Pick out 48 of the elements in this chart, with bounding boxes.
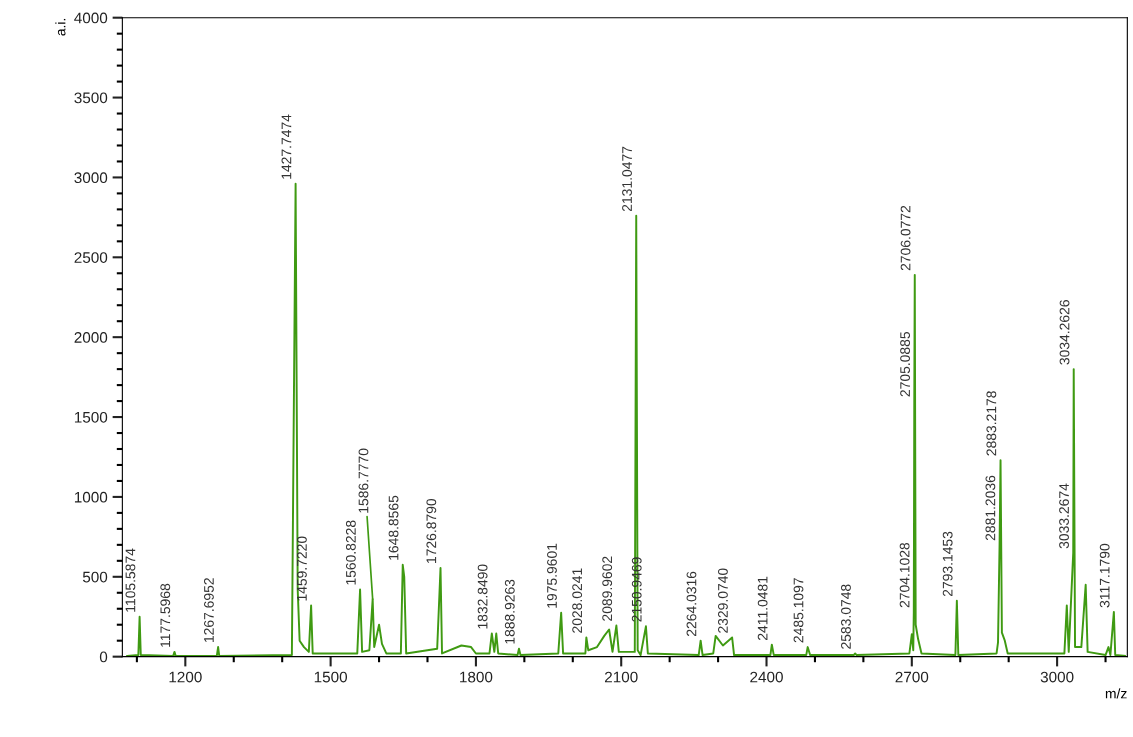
annotation: 3034.2626 (1059, 300, 1070, 365)
annotation: 2704.1028 (899, 542, 910, 608)
x-tick-label: 2400 (750, 671, 783, 683)
annotation: 3033.2674 (1059, 483, 1069, 549)
y-tick-label: 1500 (74, 411, 108, 423)
annotation: 1586.7770 (358, 448, 369, 513)
annotation: 1105.5874 (125, 548, 136, 612)
annotation: 2583.0748 (841, 584, 851, 649)
annotation: 1888.9263 (504, 579, 515, 644)
y-tick-label: 2500 (74, 252, 108, 263)
annotation: 1648.8565 (388, 495, 399, 560)
annotation: 1177.5968 (160, 583, 171, 647)
annotation: 2793.1453 (942, 531, 953, 597)
y-tick-label: 3000 (74, 172, 108, 184)
annotation: 1975.9601 (547, 543, 557, 608)
x-tick-label: 1800 (460, 671, 493, 683)
annotation: 1427.7474 (281, 114, 292, 179)
annotation: 2131.0477 (622, 146, 632, 212)
annotation: 2264.0316 (686, 571, 697, 636)
annotation: 3117.1790 (1099, 543, 1110, 608)
y-tick-label: 500 (82, 571, 108, 583)
x-tick-label: 1500 (314, 671, 348, 683)
x-tick-label: 2100 (604, 671, 638, 683)
annotation: 2028.0241 (572, 568, 583, 633)
annotation: 1459.7220 (297, 536, 307, 601)
annotation: 2883.2178 (986, 391, 997, 456)
y-tick-label: 1000 (74, 491, 108, 503)
x-tick-label: 2700 (895, 671, 929, 683)
annotation: 2485.1097 (793, 578, 804, 643)
annotation: 1267.6952 (204, 578, 214, 643)
x-tick-label: 3000 (1040, 671, 1074, 683)
annotation: 1832.8490 (477, 564, 488, 629)
y-tick-label: 2000 (74, 332, 108, 343)
y-tick-label: 3500 (74, 92, 108, 104)
y-tick-label: 4000 (74, 12, 108, 24)
annotation: 2329.0740 (718, 568, 728, 633)
annotation: 2881.2036 (985, 475, 996, 541)
annotation: 1726.8790 (426, 498, 437, 563)
y-axis-title: a.i. (55, 18, 66, 36)
y-tick-label: 0 (99, 651, 108, 663)
annotation: 2150.9469 (631, 557, 642, 622)
annotation: 2411.0481 (757, 576, 768, 640)
annotation: 2706.0772 (900, 205, 911, 271)
annotation: 2705.0885 (900, 332, 911, 397)
x-tick-label: 1200 (169, 671, 202, 683)
annotation: 1560.8228 (345, 520, 356, 585)
annotation: 2089.9602 (602, 556, 613, 621)
x-axis-title: m/z (1105, 688, 1127, 699)
